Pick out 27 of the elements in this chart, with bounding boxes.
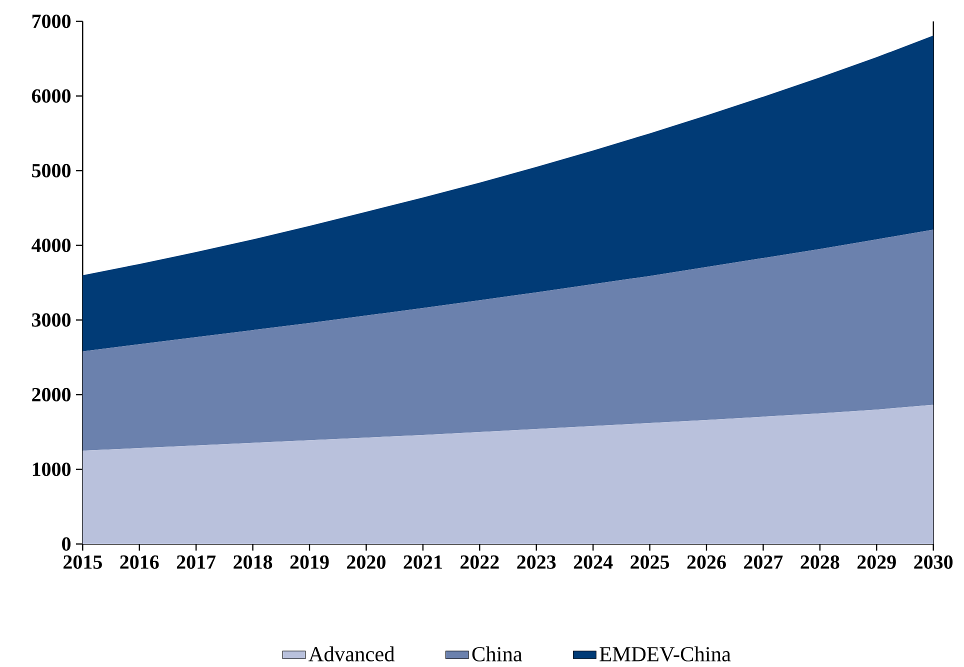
x-tick-label: 2025 <box>630 556 670 570</box>
x-tick-label: 2017 <box>176 556 216 570</box>
legend-label: Advanced <box>308 646 395 662</box>
x-tick-label: 2023 <box>517 556 556 570</box>
x-tick-label: 2024 <box>574 556 613 570</box>
x-tick-label: 2028 <box>800 556 840 570</box>
y-tick-label: 2000 <box>32 388 71 402</box>
x-tick-label: 2015 <box>64 556 102 570</box>
x-tick-label: 2021 <box>404 556 442 570</box>
y-tick-label: 5000 <box>32 164 71 178</box>
x-tick-label: 2029 <box>857 556 896 570</box>
x-tick-label: 2016 <box>120 556 159 570</box>
y-tick-label: 7000 <box>32 14 71 28</box>
y-tick-label: 6000 <box>32 89 71 103</box>
legend-label: EMDEV-China <box>600 646 731 662</box>
x-tick-label: 2020 <box>347 556 386 570</box>
legend-label: China <box>472 646 522 662</box>
x-tick-label: 2027 <box>744 556 783 570</box>
x-tick-label: 2018 <box>234 556 272 570</box>
x-tick-label: 2030 <box>914 556 953 570</box>
x-tick-label: 2022 <box>460 556 499 570</box>
y-tick-label: 4000 <box>32 238 71 252</box>
y-tick-label: 1000 <box>32 462 71 476</box>
y-tick-label: 3000 <box>32 313 71 327</box>
x-tick-label: 2019 <box>290 556 329 570</box>
x-tick-label: 2026 <box>687 556 726 570</box>
y-tick-label: 0 <box>62 537 71 551</box>
